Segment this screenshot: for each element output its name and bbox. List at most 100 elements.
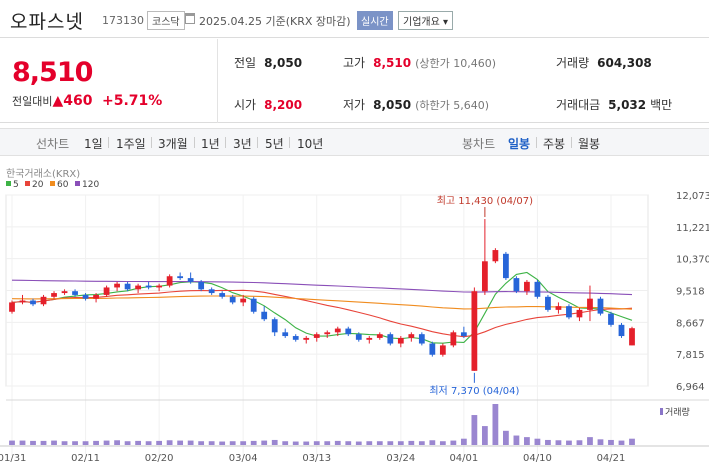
candle-body[interactable] bbox=[72, 291, 78, 295]
candle-body[interactable] bbox=[240, 298, 247, 303]
candle-body[interactable] bbox=[219, 293, 226, 297]
candle-body[interactable] bbox=[471, 291, 478, 371]
candle-body[interactable] bbox=[82, 294, 89, 299]
candle-body[interactable] bbox=[587, 298, 593, 310]
divider bbox=[217, 39, 218, 123]
candle-body[interactable] bbox=[460, 332, 467, 337]
candle-body[interactable] bbox=[30, 300, 36, 305]
chart-canvas[interactable]: 한국거래소(KRX) 5 20 60 120 12,073 11,221 10,370 9,… bbox=[0, 160, 709, 466]
candle-body[interactable] bbox=[334, 328, 341, 333]
candle-body[interactable] bbox=[187, 278, 194, 282]
tab-1year[interactable]: 1년 bbox=[201, 137, 220, 151]
volume-bars: 거래량 bbox=[0, 399, 709, 447]
candle-body[interactable] bbox=[40, 296, 47, 305]
candle-body[interactable] bbox=[114, 283, 120, 288]
tab-3year[interactable]: 3년 bbox=[233, 137, 252, 151]
chart-source: 한국거래소(KRX) bbox=[6, 168, 80, 180]
candle-body[interactable] bbox=[271, 319, 278, 333]
stock-chart[interactable]: 한국거래소(KRX) 5 20 60 120 12,073 11,221 10,370 9,… bbox=[0, 160, 709, 466]
candle-body[interactable] bbox=[166, 276, 173, 286]
volume-bar bbox=[324, 441, 331, 445]
candle-body[interactable] bbox=[376, 334, 383, 338]
x-tick-label: 03/13 bbox=[302, 453, 331, 464]
tab-1day[interactable]: 1일 bbox=[84, 137, 103, 151]
open-cell: 시가 8,200 bbox=[234, 96, 302, 113]
candle-body[interactable] bbox=[524, 281, 530, 292]
candle-body[interactable] bbox=[555, 306, 562, 310]
x-tick-label: 01/31 bbox=[0, 453, 26, 464]
candle-body[interactable] bbox=[618, 324, 625, 337]
legend-swatch-20 bbox=[25, 181, 30, 186]
candle-body[interactable] bbox=[177, 276, 184, 279]
candle-body[interactable] bbox=[355, 334, 362, 340]
candle-body[interactable] bbox=[345, 328, 352, 335]
candle-body[interactable] bbox=[503, 253, 509, 279]
volume-label: 거래량 bbox=[556, 56, 590, 70]
candle-body[interactable] bbox=[439, 345, 446, 355]
candle-body[interactable] bbox=[481, 261, 488, 292]
candle-body[interactable] bbox=[387, 334, 394, 344]
candle-body[interactable] bbox=[103, 287, 110, 295]
candle-body[interactable] bbox=[282, 332, 289, 337]
candle-body[interactable] bbox=[208, 289, 215, 294]
candle-body[interactable] bbox=[156, 285, 163, 288]
candle-body[interactable] bbox=[429, 343, 436, 355]
candle-body[interactable] bbox=[545, 296, 551, 310]
tab-daily[interactable]: 일봉 bbox=[508, 137, 531, 151]
ma-line-20 bbox=[11, 289, 633, 338]
candle-body[interactable] bbox=[313, 334, 320, 338]
candle-body[interactable] bbox=[513, 278, 520, 292]
open-value: 8,200 bbox=[264, 98, 303, 112]
candle-body[interactable] bbox=[408, 334, 415, 338]
tab-weekly[interactable]: 주봉 bbox=[543, 137, 566, 151]
tab-candle-chart[interactable]: 봉차트 bbox=[462, 137, 496, 151]
candle-body[interactable] bbox=[51, 293, 57, 297]
candle-body[interactable] bbox=[418, 334, 425, 344]
candle-body[interactable] bbox=[608, 313, 614, 325]
volume-bar bbox=[250, 440, 257, 445]
volume-bar bbox=[51, 440, 57, 445]
divider bbox=[194, 137, 195, 148]
candle-body[interactable] bbox=[534, 281, 541, 297]
candle-body[interactable] bbox=[303, 337, 310, 340]
candle-body[interactable] bbox=[145, 285, 152, 288]
divider bbox=[289, 137, 290, 148]
candle-body[interactable] bbox=[397, 337, 404, 344]
tab-5year[interactable]: 5년 bbox=[265, 137, 284, 151]
candle-body[interactable] bbox=[292, 336, 299, 340]
candle-body[interactable] bbox=[250, 298, 257, 312]
candle-body[interactable] bbox=[9, 302, 15, 312]
tab-monthly[interactable]: 월봉 bbox=[578, 137, 601, 151]
tab-1week[interactable]: 1주일 bbox=[116, 137, 146, 151]
y-tick-label: 11,221 bbox=[676, 223, 709, 234]
volume-bar bbox=[19, 440, 26, 445]
candle-body[interactable] bbox=[135, 285, 141, 290]
tab-3month[interactable]: 3개월 bbox=[158, 137, 188, 151]
tab-line-chart[interactable]: 선차트 bbox=[36, 137, 70, 151]
candle-body[interactable] bbox=[566, 306, 572, 318]
candle-body[interactable] bbox=[366, 337, 373, 340]
candles bbox=[9, 219, 635, 371]
realtime-button[interactable]: 실시간 bbox=[357, 11, 393, 30]
candle-body[interactable] bbox=[93, 294, 99, 299]
candle-body[interactable] bbox=[629, 328, 635, 346]
company-info-dropdown[interactable]: 기업개요 ▾ bbox=[398, 11, 453, 30]
candle-body[interactable] bbox=[198, 281, 205, 290]
market-badge: 코스닥 bbox=[147, 11, 185, 30]
candle-body[interactable] bbox=[492, 250, 499, 262]
tab-10year[interactable]: 10년 bbox=[297, 137, 324, 151]
volume-bar bbox=[198, 441, 205, 445]
candle-body[interactable] bbox=[597, 298, 604, 314]
candle-body[interactable] bbox=[124, 283, 131, 290]
volume-bar bbox=[387, 441, 394, 445]
candle-body[interactable] bbox=[19, 300, 26, 303]
candle-body[interactable] bbox=[229, 296, 236, 303]
candle-body[interactable] bbox=[576, 309, 583, 318]
volume-bar bbox=[439, 441, 446, 445]
amount-unit: 백만 bbox=[650, 98, 673, 112]
candle-body[interactable] bbox=[324, 332, 331, 335]
candle-body[interactable] bbox=[261, 311, 268, 320]
candle-body[interactable] bbox=[61, 291, 68, 294]
candle-body[interactable] bbox=[450, 332, 457, 346]
calendar-icon bbox=[185, 13, 195, 24]
